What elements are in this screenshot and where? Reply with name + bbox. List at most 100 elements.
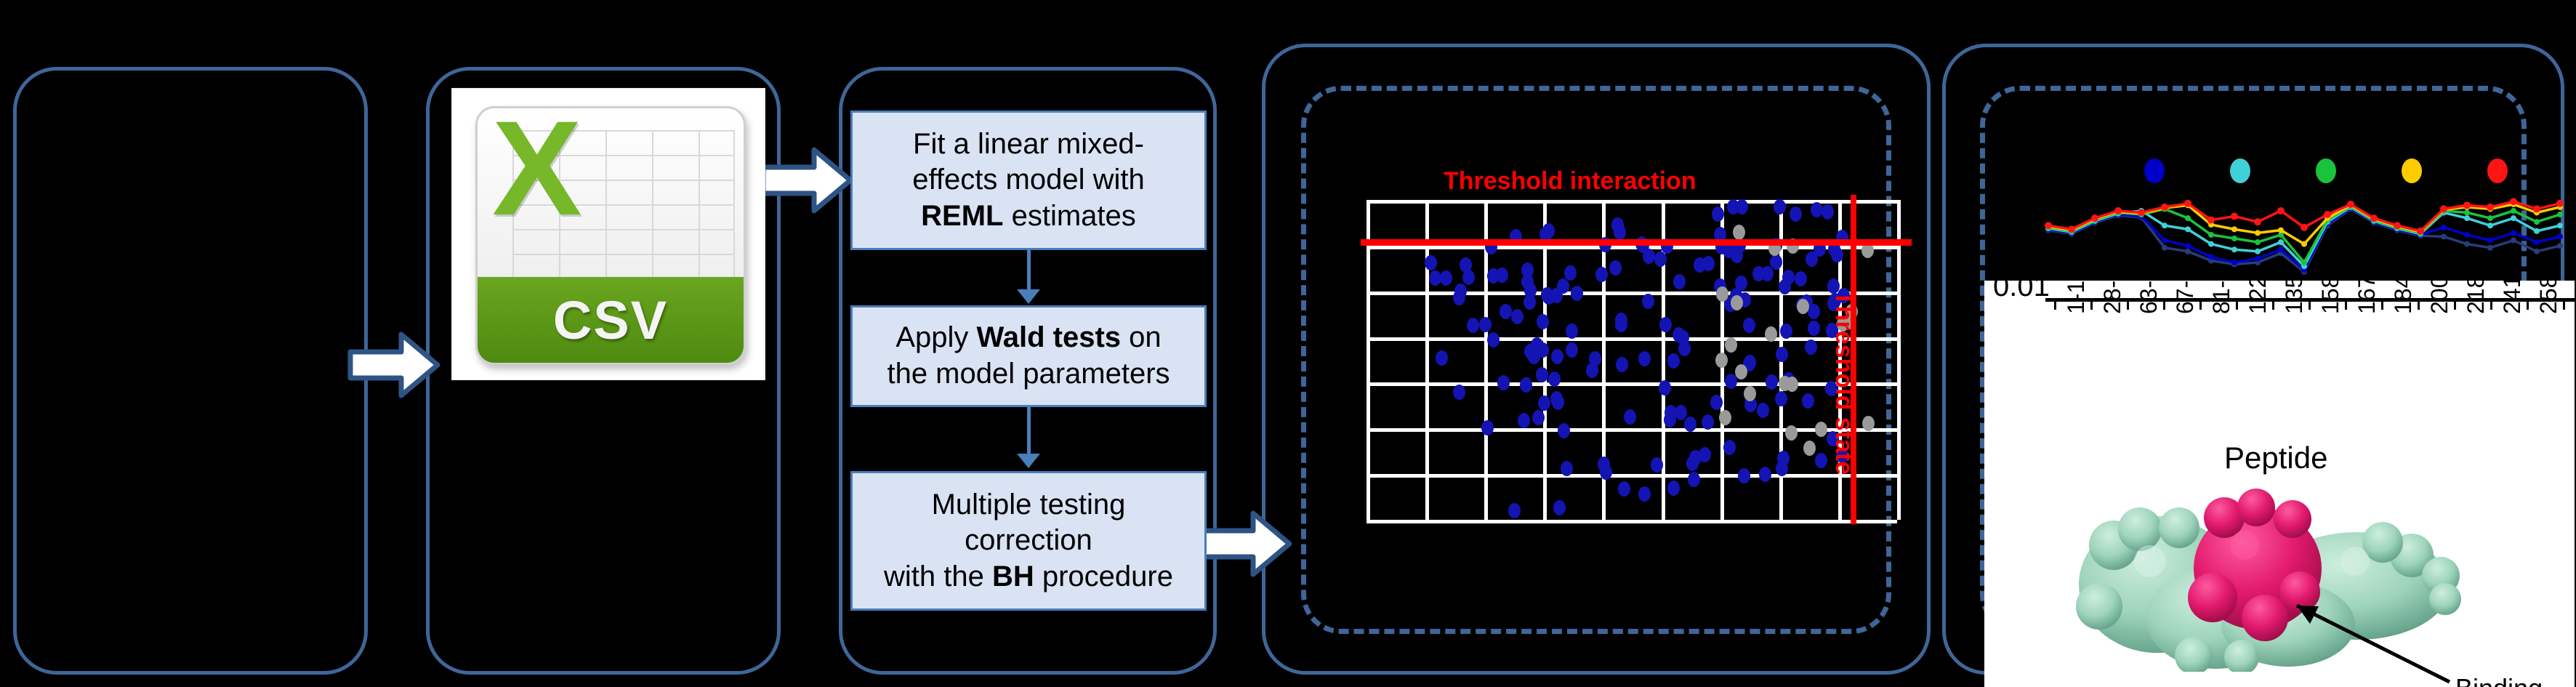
point-series-navy — [2534, 248, 2540, 254]
scatter-gridline-h — [1367, 200, 1897, 204]
x-axis-tick — [2381, 298, 2383, 310]
point-series-green — [2511, 207, 2516, 214]
step-wald-tests-box[interactable]: Apply Wald tests on the model parameters — [850, 305, 1207, 407]
scatter-point-significant — [1759, 467, 1772, 483]
point-series-green — [2464, 209, 2470, 216]
point-series-red — [2231, 212, 2238, 220]
connector-arrowhead-wald — [1017, 289, 1040, 304]
threshold-state-label: Threshold state — [1830, 291, 1858, 475]
scatter-point-significant — [1779, 324, 1792, 340]
scatter-gridline-v — [1484, 200, 1488, 520]
scatter-point-significant — [1744, 354, 1757, 370]
scatter-point-other — [1815, 422, 1828, 438]
scatter-point-other — [1862, 415, 1875, 431]
point-series-navy — [2511, 237, 2516, 244]
point-series-red — [2114, 206, 2122, 214]
point-series-blue — [2464, 231, 2470, 238]
scatter-point-other — [1725, 337, 1738, 353]
scatter-point-significant — [1557, 423, 1570, 439]
scatter-point-other — [1731, 295, 1744, 311]
x-axis-tick — [2563, 298, 2565, 310]
point-series-blue — [2278, 246, 2284, 253]
scatter-point-other — [1733, 224, 1746, 240]
scatter-gridline-v — [1367, 200, 1370, 520]
scatter-point-significant — [1789, 206, 1802, 222]
scatter-point-significant — [1564, 265, 1577, 281]
peptide-chart-legend — [2144, 158, 2508, 188]
step-bh-line2: correction — [965, 524, 1092, 557]
scatter-point-significant — [1782, 270, 1795, 286]
legend-dot-5 — [2487, 158, 2508, 183]
connector-wald-to-bh — [1027, 407, 1031, 455]
point-series-red — [2045, 222, 2052, 230]
scatter-point-other — [1744, 386, 1757, 402]
scatter-gridline-v — [1425, 200, 1429, 520]
scatter-point-significant — [1542, 222, 1555, 238]
scatter-point-significant — [1598, 456, 1611, 472]
step-bh-line3-suffix: procedure — [1034, 560, 1173, 592]
step-wald-keyword: Wald tests — [976, 321, 1122, 354]
arrow-model-to-threshold — [1199, 509, 1292, 579]
point-series-navy — [2162, 244, 2168, 251]
scatter-gridline-v — [1662, 200, 1665, 520]
point-series-red — [2417, 227, 2424, 235]
x-axis-tick — [2199, 298, 2202, 310]
scatter-point-significant — [1500, 304, 1513, 320]
step-reml-model-box[interactable]: Fit a linear mixed- effects model with R… — [850, 111, 1207, 250]
scatter-gridline-h — [1367, 246, 1897, 249]
scatter-point-other — [1735, 363, 1748, 379]
scatter-point-significant — [1638, 486, 1651, 502]
scatter-point-significant — [1756, 403, 1769, 419]
point-series-blue — [2162, 237, 2168, 244]
scatter-point-significant — [1486, 268, 1500, 284]
scatter-point-significant — [1486, 332, 1500, 347]
scatter-point-significant — [1595, 267, 1608, 283]
x-axis-tick — [2236, 298, 2238, 310]
point-series-blue — [2557, 233, 2563, 240]
point-series-cyan — [2208, 241, 2214, 247]
scatter-point-significant — [1547, 371, 1561, 387]
scatter-point-significant — [1508, 502, 1521, 518]
point-series-green — [2534, 219, 2540, 225]
scatter-point-significant — [1650, 457, 1663, 473]
scatter-point-significant — [1702, 256, 1715, 272]
threshold-interaction-line — [1361, 239, 1912, 246]
scatter-point-significant — [1497, 374, 1510, 390]
scatter-point-significant — [1467, 317, 1480, 333]
scatter-point-significant — [1452, 385, 1465, 401]
scatter-point-other — [1715, 353, 1728, 369]
scatter-point-significant — [1674, 404, 1687, 420]
x-axis-title: Peptide — [2224, 441, 2328, 475]
scatter-point-significant — [1589, 351, 1602, 367]
scatter-point-significant — [1436, 350, 1449, 366]
connector-arrowhead-bh — [1017, 454, 1040, 468]
step-wald-line1-prefix: Apply — [895, 321, 977, 354]
scatter-point-significant — [1551, 395, 1564, 411]
scatter-point-significant — [1765, 374, 1778, 390]
scatter-point-significant — [1561, 461, 1574, 477]
step-bh-correction-box[interactable]: Multiple testing correction with the BH … — [850, 471, 1207, 611]
threshold-state-line — [1851, 195, 1856, 524]
point-series-yellow — [2231, 226, 2237, 233]
scatter-point-significant — [1478, 316, 1492, 332]
legend-dot-2 — [2230, 158, 2250, 183]
threshold-plot-panel — [1262, 44, 1931, 675]
scatter-point-significant — [1752, 265, 1766, 281]
scatter-point-significant — [1711, 206, 1724, 222]
scatter-gridline-h — [1367, 292, 1897, 295]
scatter-point-significant — [1810, 201, 1823, 217]
point-series-red — [2068, 225, 2075, 233]
scatter-point-significant — [1678, 340, 1691, 356]
scatter-point-significant — [1725, 374, 1738, 390]
point-series-red — [2556, 199, 2564, 207]
scatter-point-significant — [1553, 499, 1566, 515]
scatter-point-significant — [1824, 380, 1838, 396]
scatter-point-significant — [1723, 440, 1736, 456]
point-series-blue — [2441, 224, 2447, 230]
excel-x-letter-icon: X — [492, 106, 582, 244]
step-bh-line3-prefix: with the — [884, 560, 992, 592]
point-series-blue — [2185, 243, 2191, 249]
scatter-point-significant — [1524, 344, 1537, 360]
point-series-red — [2254, 218, 2261, 226]
csv-icon-card: X CSV — [475, 106, 746, 365]
